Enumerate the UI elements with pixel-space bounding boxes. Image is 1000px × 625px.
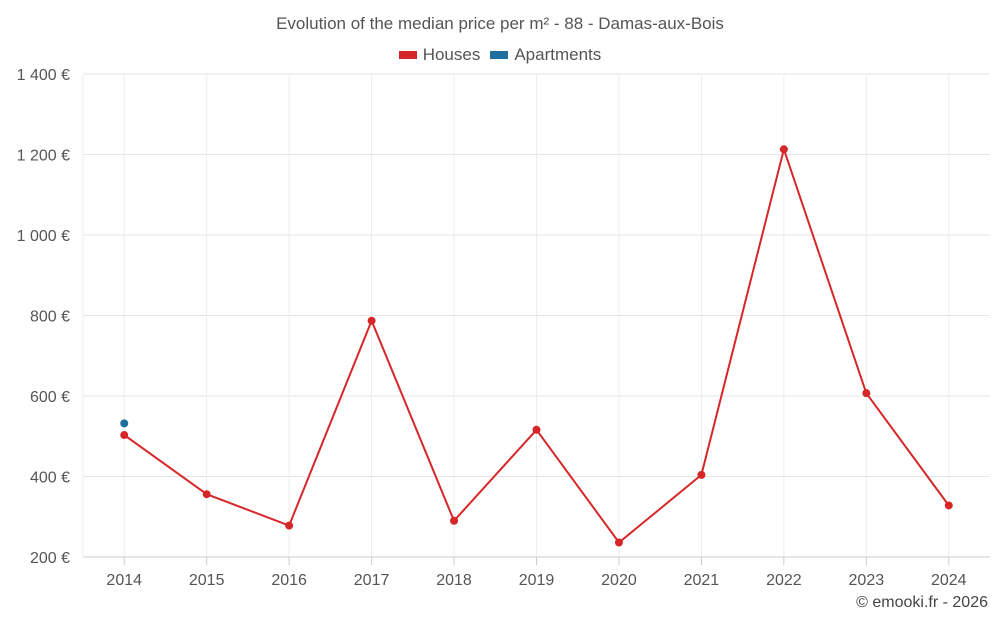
- legend-swatch-houses: [398, 51, 417, 59]
- data-point-houses[interactable]: [614, 538, 623, 547]
- data-point-houses[interactable]: [532, 425, 541, 434]
- x-tick-label: 2019: [519, 572, 555, 589]
- legend-swatch-apartments: [490, 51, 509, 59]
- x-tick-label: 2023: [849, 572, 885, 589]
- data-point-houses[interactable]: [367, 316, 376, 325]
- x-tick-label: 2024: [931, 572, 967, 589]
- y-tick-label: 1 000 €: [17, 228, 70, 245]
- data-point-houses[interactable]: [862, 389, 871, 398]
- x-tick-label: 2014: [106, 572, 142, 589]
- data-point-houses[interactable]: [285, 521, 294, 530]
- y-tick-label: 800 €: [30, 309, 70, 326]
- legend-label-apartments: Apartments: [514, 45, 602, 64]
- x-tick-label: 2018: [436, 572, 472, 589]
- data-point-houses[interactable]: [779, 145, 788, 154]
- y-tick-label: 600 €: [30, 389, 70, 406]
- grid: [82, 73, 990, 558]
- axes: 200 € 400 € 600 € 800 € 1 000 € 1 200 € 1 400 …: [17, 67, 967, 589]
- y-tick-label: 1 400 €: [17, 67, 70, 84]
- x-tick-label: 2017: [354, 572, 390, 589]
- data-point-houses[interactable]: [944, 501, 953, 510]
- y-tick-label: 400 €: [30, 470, 70, 487]
- legend-label-houses: Houses: [422, 45, 481, 64]
- x-tick-label: 2021: [684, 572, 720, 589]
- data-point-houses[interactable]: [202, 490, 211, 499]
- x-tick-label: 2020: [601, 572, 637, 589]
- legend-item-houses[interactable]: Houses: [398, 45, 481, 65]
- y-tick-label: 200 €: [30, 550, 70, 567]
- series-layer: [120, 145, 953, 547]
- legend: Houses Apartments: [0, 45, 1000, 65]
- credit: © emooki.fr - 2026: [856, 594, 988, 611]
- chart-title: Evolution of the median price per m² - 8…: [276, 14, 724, 33]
- legend-item-apartments[interactable]: Apartments: [490, 45, 601, 65]
- data-point-houses[interactable]: [450, 516, 459, 525]
- data-point-houses[interactable]: [697, 470, 706, 479]
- data-point-houses[interactable]: [120, 431, 129, 440]
- data-point-apartments[interactable]: [120, 419, 129, 428]
- x-tick-label: 2022: [766, 572, 802, 589]
- y-tick-label: 1 200 €: [17, 148, 70, 165]
- x-tick-label: 2015: [189, 572, 225, 589]
- x-tick-label: 2016: [271, 572, 307, 589]
